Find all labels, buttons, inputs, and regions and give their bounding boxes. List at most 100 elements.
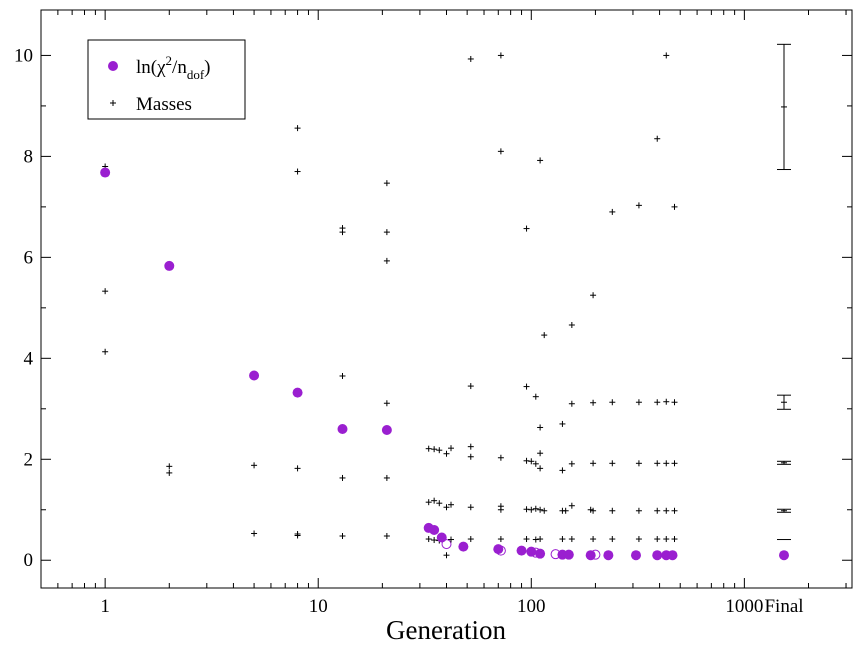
- chi-point: [100, 167, 111, 178]
- chi-point: [436, 532, 447, 543]
- mass-point: [568, 321, 575, 328]
- x-tick-label: 10: [309, 596, 328, 617]
- mass-point: [532, 536, 539, 543]
- mass-point: [523, 383, 530, 390]
- mass-point: [383, 229, 390, 236]
- legend-chi-marker: [108, 61, 118, 71]
- y-tick-label: 4: [24, 348, 34, 369]
- mass-point: [663, 536, 670, 543]
- mass-point: [443, 450, 450, 457]
- mass-point: [523, 536, 530, 543]
- final-mass-errorbar: [777, 43, 791, 171]
- mass-point: [383, 180, 390, 187]
- mass-point: [559, 420, 566, 427]
- x-axis-ticks: 1 10 100 1000 Final: [57, 10, 847, 617]
- mass-point: [537, 424, 544, 431]
- chi-point: [603, 550, 614, 561]
- chi-point: [535, 548, 546, 559]
- mass-point: [251, 530, 258, 537]
- final-chi-point: [779, 550, 789, 561]
- mass-point: [663, 52, 670, 59]
- mass-point: [654, 507, 661, 514]
- mass-point: [590, 536, 597, 543]
- chi-point: [164, 260, 175, 271]
- mass-point: [467, 443, 474, 450]
- mass-point: [671, 399, 678, 406]
- mass-point: [537, 465, 544, 472]
- mass-point: [467, 383, 474, 390]
- mass-point: [467, 55, 474, 62]
- chi-point: [563, 549, 574, 560]
- mass-point: [467, 536, 474, 543]
- mass-point: [635, 507, 642, 514]
- mass-point: [654, 399, 661, 406]
- mass-point: [537, 506, 544, 513]
- mass-point: [671, 460, 678, 467]
- mass-point: [532, 460, 539, 467]
- mass-point: [654, 460, 661, 467]
- mass-point: [467, 453, 474, 460]
- chi-markers: [100, 167, 678, 561]
- chi-point: [585, 550, 596, 561]
- mass-point: [448, 501, 455, 508]
- mass-point: [251, 462, 258, 469]
- mass-point: [609, 208, 616, 215]
- mass-point: [383, 533, 390, 540]
- mass-point: [431, 497, 438, 504]
- mass-point: [436, 500, 443, 507]
- mass-point: [654, 536, 661, 543]
- mass-point: [166, 469, 173, 476]
- mass-point: [294, 465, 301, 472]
- mass-point: [609, 507, 616, 514]
- y-tick-label: 2: [24, 449, 34, 470]
- final-mass-errorbar: [777, 394, 791, 410]
- mass-point: [383, 474, 390, 481]
- chi-point: [429, 524, 440, 535]
- mass-point: [448, 536, 455, 543]
- mass-point: [532, 505, 539, 512]
- mass-point: [339, 533, 346, 540]
- final-mass-errorbar: [777, 508, 791, 513]
- mass-point: [562, 507, 569, 514]
- mass-point: [609, 536, 616, 543]
- mass-point: [663, 507, 670, 514]
- chi-point: [630, 550, 641, 561]
- mass-point: [339, 474, 346, 481]
- mass-point: [654, 135, 661, 142]
- mass-point: [559, 536, 566, 543]
- mass-point: [467, 504, 474, 511]
- mass-point: [443, 504, 450, 511]
- mass-point: [532, 393, 539, 400]
- mass-point: [559, 467, 566, 474]
- mass-point: [528, 506, 535, 513]
- mass-point: [497, 52, 504, 59]
- mass-point: [425, 536, 432, 543]
- mass-point: [431, 446, 438, 453]
- mass-point: [294, 125, 301, 132]
- mass-point: [635, 536, 642, 543]
- mass-point: [443, 552, 450, 559]
- mass-point: [671, 203, 678, 210]
- mass-point: [635, 399, 642, 406]
- mass-point: [102, 348, 109, 355]
- mass-point: [523, 457, 530, 464]
- final-markers: [777, 43, 791, 561]
- chi-point: [292, 387, 303, 398]
- mass-point: [541, 507, 548, 514]
- mass-markers: [102, 52, 678, 559]
- mass-point: [568, 400, 575, 407]
- mass-point: [587, 506, 594, 513]
- mass-point: [609, 399, 616, 406]
- mass-point: [537, 450, 544, 457]
- mass-point: [425, 445, 432, 452]
- mass-point: [528, 458, 535, 465]
- mass-point: [497, 536, 504, 543]
- chi-open-point: [441, 539, 452, 550]
- chi-point: [667, 550, 678, 561]
- mass-point: [523, 506, 530, 513]
- mass-point: [436, 447, 443, 454]
- mass-point: [590, 399, 597, 406]
- mass-point: [166, 463, 173, 470]
- mass-point: [448, 445, 455, 452]
- mass-point: [537, 536, 544, 543]
